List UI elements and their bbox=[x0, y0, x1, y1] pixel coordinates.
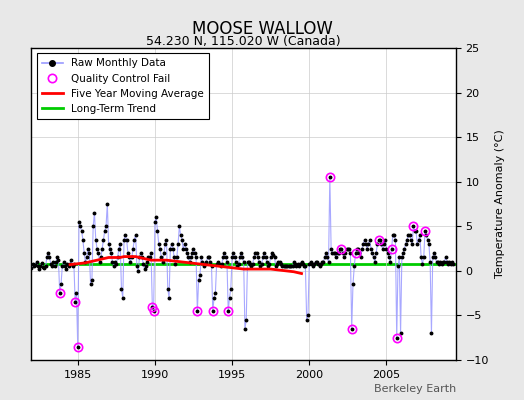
Text: MOOSE WALLOW: MOOSE WALLOW bbox=[192, 20, 332, 38]
Title: 54.230 N, 115.020 W (Canada): 54.230 N, 115.020 W (Canada) bbox=[146, 35, 341, 48]
Text: Berkeley Earth: Berkeley Earth bbox=[374, 384, 456, 394]
Y-axis label: Temperature Anomaly (°C): Temperature Anomaly (°C) bbox=[495, 130, 505, 278]
Legend: Raw Monthly Data, Quality Control Fail, Five Year Moving Average, Long-Term Tren: Raw Monthly Data, Quality Control Fail, … bbox=[37, 53, 209, 119]
